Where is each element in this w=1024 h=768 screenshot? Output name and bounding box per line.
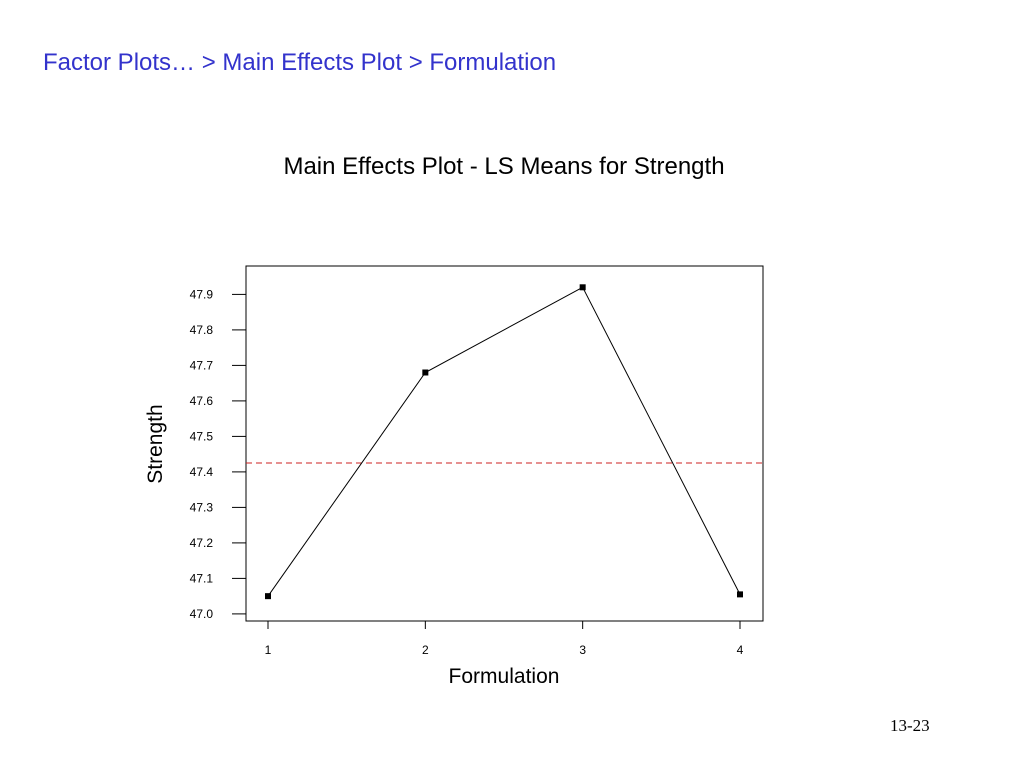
y-tick-label: 47.7 [190, 358, 214, 372]
y-tick-label: 47.8 [190, 323, 214, 337]
chart-title: Main Effects Plot - LS Means for Strengt… [283, 153, 724, 180]
series-line [267, 286, 741, 597]
x-tick-label: 2 [422, 643, 429, 657]
x-axis: 1 2 3 4 [265, 621, 744, 657]
y-tick-label: 47.9 [190, 287, 214, 301]
y-tick-label: 47.2 [190, 536, 214, 550]
y-tick-label: 47.6 [190, 394, 214, 408]
data-point [422, 369, 429, 376]
y-tick-label: 47.0 [190, 607, 214, 621]
data-point [579, 284, 586, 291]
data-points [265, 284, 743, 600]
page-number: 13-23 [890, 716, 930, 735]
y-axis: 47.0 47.1 47.2 47.3 47.4 47.5 47.6 47.7 47.8 47.9 [190, 287, 246, 621]
data-point [737, 591, 743, 598]
data-point [265, 593, 271, 600]
x-tick-label: 4 [737, 643, 744, 657]
y-tick-label: 47.3 [190, 500, 214, 514]
y-axis-label: Strength [144, 404, 167, 483]
y-tick-label: 47.5 [190, 429, 214, 443]
x-tick-label: 1 [265, 643, 272, 657]
x-axis-label: Formulation [449, 665, 560, 688]
breadcrumb: Factor Plots… > Main Effects Plot > Form… [43, 49, 557, 76]
y-tick-label: 47.1 [190, 571, 214, 585]
x-tick-label: 3 [579, 643, 586, 657]
plot-frame [245, 265, 764, 622]
y-tick-label: 47.4 [190, 465, 214, 479]
